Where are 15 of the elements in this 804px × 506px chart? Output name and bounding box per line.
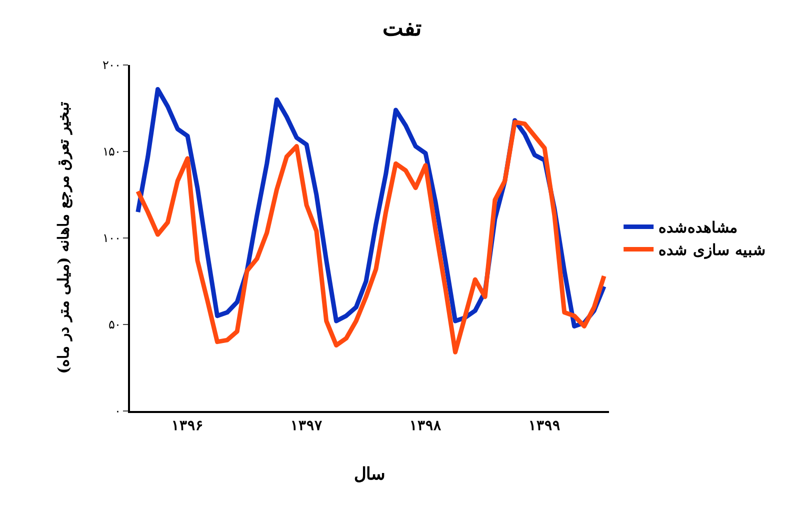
x-tick-label: ۱۳۹۶ — [172, 418, 204, 434]
chart-title: تفت — [382, 16, 422, 42]
x-tick-label: ۱۳۹۷ — [290, 418, 323, 434]
legend-label: شبیه سازی شده — [658, 241, 766, 260]
x-tick-label: ۱۳۹۹ — [528, 418, 561, 434]
y-tick-label: ۰ — [114, 404, 121, 418]
x-tick-label: ۱۳۹۸ — [410, 418, 442, 434]
y-axis-title: تبخیر تعرق مرجع ماهانه (میلی متر در ماه) — [54, 102, 72, 374]
y-tick-label: ۱۵۰ — [102, 144, 121, 159]
legend-label: مشاهده‌شده — [658, 218, 738, 237]
line-series — [136, 120, 606, 354]
y-tick-label: ۵۰ — [108, 318, 121, 332]
y-tick-label: ۱۰۰ — [102, 231, 121, 246]
x-axis-title: سال — [354, 464, 385, 485]
y-tick-label: ۲۰۰ — [102, 58, 121, 72]
